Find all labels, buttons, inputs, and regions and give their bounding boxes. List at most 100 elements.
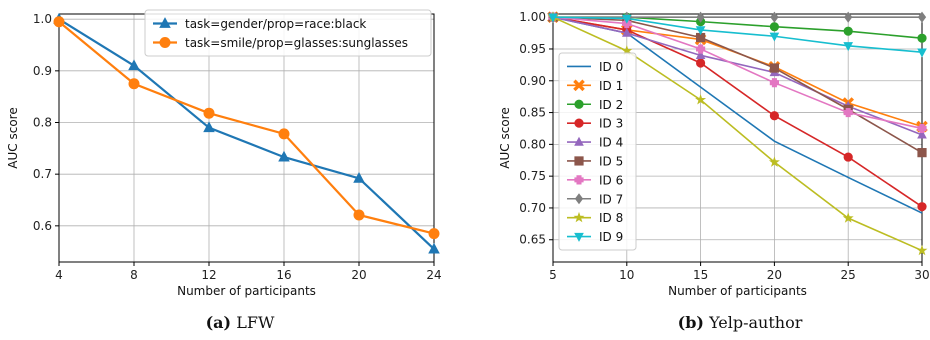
data-point	[770, 11, 779, 23]
chart-panel-0: 4 8 12 16 20 24 0.6 0.7 0.8 0.9 1.0 Number of parti…	[6, 9, 442, 298]
legend-item: ID 7	[567, 192, 623, 206]
legend-item: ID 8	[567, 211, 623, 225]
data-point	[353, 209, 365, 221]
y-axis-label: AUC score	[6, 107, 20, 168]
data-point	[917, 202, 927, 212]
data-point	[695, 50, 706, 60]
y-axis-label: AUC score	[498, 107, 512, 168]
data-point	[278, 128, 290, 140]
x-tick-label: 30	[914, 268, 929, 282]
y-tick-label: 0.75	[519, 169, 546, 183]
x-axis-label: Number of participants	[177, 284, 316, 298]
legend-marker	[574, 99, 584, 109]
data-point	[769, 111, 780, 121]
series-id-9	[548, 13, 927, 58]
x-tick-label: 15	[693, 268, 708, 282]
legend-box	[144, 9, 432, 57]
legend-label: task=smile/prop=glasses:sunglasses	[185, 36, 408, 50]
legend-marker	[573, 79, 585, 92]
legend-marker	[573, 211, 585, 223]
data-point	[696, 44, 706, 54]
data-point	[917, 129, 927, 139]
data-point	[917, 148, 927, 158]
data-point	[844, 11, 853, 23]
data-point	[769, 32, 780, 42]
legend-label: ID 9	[599, 230, 623, 244]
caption-text-a: LFW	[236, 313, 275, 332]
caption-label-b: (b)	[677, 313, 704, 332]
data-point	[916, 244, 928, 256]
series-line	[552, 16, 923, 154]
series-line	[552, 16, 923, 136]
series-line	[58, 20, 435, 235]
legend-label: ID 4	[599, 136, 623, 150]
legend-label: ID 8	[599, 211, 623, 225]
data-point	[203, 121, 215, 133]
y-tick-label: 0.9	[33, 64, 52, 78]
y-tick-label: 0.7	[33, 167, 52, 181]
y-tick-label: 0.90	[519, 74, 546, 88]
data-point	[695, 94, 707, 105]
legend-marker	[574, 136, 584, 146]
data-point	[843, 107, 853, 118]
series-line	[552, 16, 923, 208]
legend-item: ID 5	[567, 154, 623, 168]
chart-panel-1: 5 10 15 20 25 30 0.65 0.70 0.75 0.80 0.85 0.90 0.95 1…	[498, 10, 930, 298]
data-point	[843, 42, 854, 52]
legend-item: ID 6	[567, 173, 623, 187]
x-tick-label: 25	[841, 268, 856, 282]
legend-item: task=gender/prop=race:black	[153, 17, 366, 31]
legend-item: ID 0	[567, 60, 623, 74]
x-tick-label: 20	[351, 268, 366, 282]
legend-label: ID 6	[599, 173, 623, 187]
series-task-smile-prop-glasses-sunglasses	[53, 16, 440, 240]
legend-item: ID 1	[567, 79, 623, 93]
data-point	[843, 152, 853, 162]
legend-marker	[574, 118, 584, 128]
legend: task=gender/prop=race:black task=smile/pr…	[144, 9, 432, 57]
legend-label: task=gender/prop=race:black	[185, 17, 366, 31]
caption-text-b: Yelp-author	[709, 313, 803, 332]
series-line	[552, 16, 923, 252]
data-point	[278, 150, 290, 162]
data-point	[769, 63, 779, 73]
data-point	[843, 26, 853, 36]
data-point	[769, 22, 780, 32]
y-tick-label: 0.65	[519, 233, 546, 247]
data-point	[917, 11, 927, 23]
legend: ID 0 ID 1 ID 2 ID 3 ID 4 ID 5 ID 6 ID 7 ID 8 ID 9	[558, 52, 637, 251]
data-point	[917, 48, 927, 58]
data-point	[768, 156, 780, 167]
data-point	[428, 228, 440, 240]
legend-item: ID 2	[567, 98, 623, 112]
y-tick-label: 0.6	[33, 219, 52, 233]
data-point	[917, 123, 927, 134]
legend-item: ID 9	[567, 230, 623, 244]
x-tick-label: 5	[549, 268, 557, 282]
x-tick-label: 12	[201, 268, 216, 282]
data-point	[353, 171, 365, 183]
x-tick-label: 20	[767, 268, 782, 282]
legend-item: ID 4	[567, 136, 623, 150]
data-point	[842, 212, 854, 223]
y-tick-label: 0.8	[33, 116, 52, 130]
y-tick-label: 1.00	[519, 10, 546, 24]
data-point	[53, 16, 65, 28]
plot-area	[53, 12, 440, 254]
y-tick-label: 0.80	[519, 137, 546, 151]
series-id-6	[548, 12, 927, 134]
legend-label: ID 7	[599, 192, 623, 206]
legend-label: ID 5	[599, 154, 623, 168]
y-tick-label: 0.70	[519, 201, 546, 215]
series-line	[552, 16, 923, 53]
data-point	[128, 78, 140, 90]
caption-lfw: (a) LFW	[150, 313, 330, 332]
series-line	[58, 18, 435, 250]
legend-label: ID 3	[599, 117, 623, 131]
plot-area	[547, 11, 928, 256]
legend-marker	[574, 193, 584, 205]
series-id-7	[548, 11, 927, 23]
data-point	[428, 242, 440, 254]
y-tick-label: 0.85	[519, 106, 546, 120]
